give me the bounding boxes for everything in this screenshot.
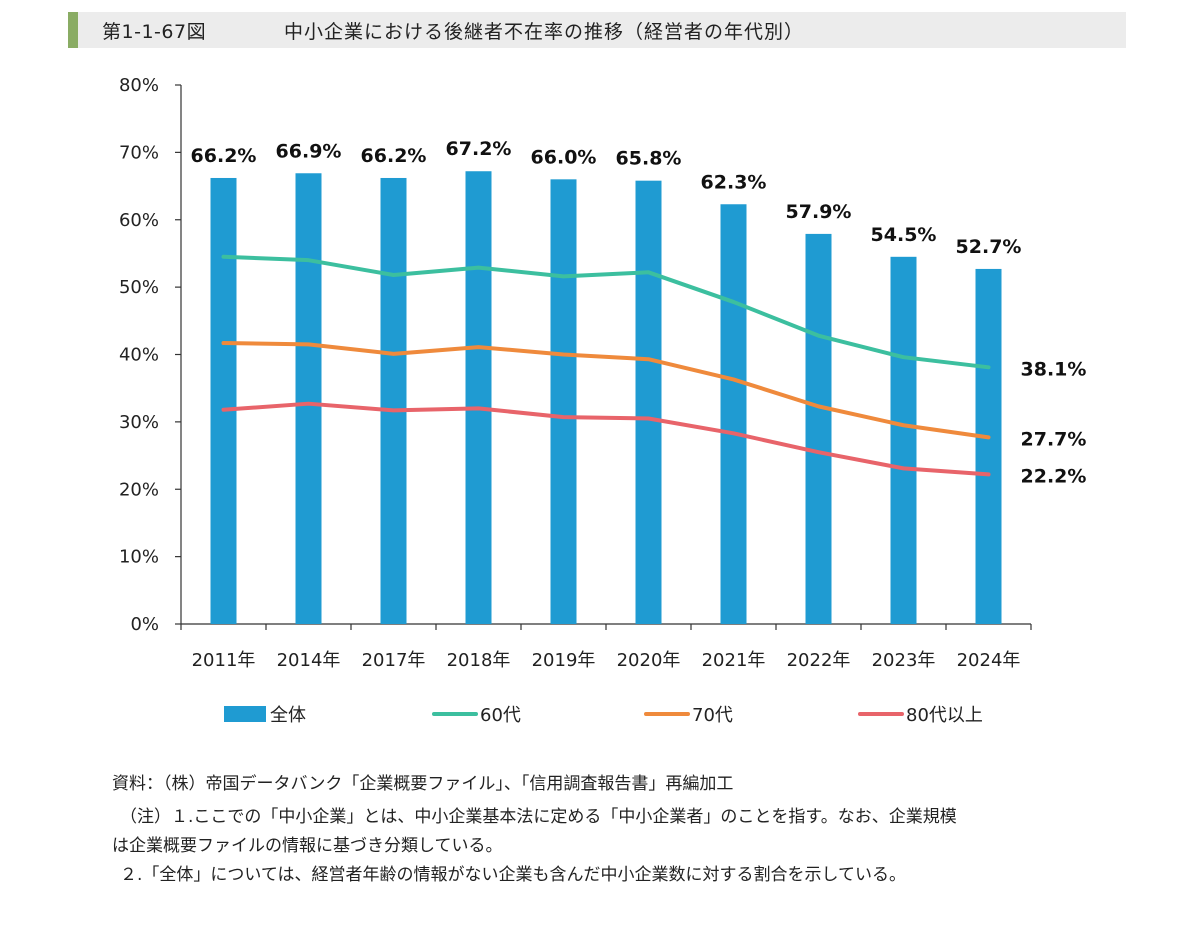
- bar-value-label: 57.9%: [786, 201, 852, 223]
- notes-section: 資料：（株）帝国データバンク「企業概要ファイル」、「信用調査報告書」再編加工 （…: [112, 770, 1112, 890]
- bar-value-label: 62.3%: [701, 171, 767, 193]
- bar-value-label: 66.2%: [361, 145, 427, 167]
- bar-2011年: [210, 177, 237, 625]
- y-tick-label: 50%: [119, 277, 159, 298]
- bar-2018年: [465, 171, 492, 625]
- x-category-label: 2024年: [957, 650, 1021, 671]
- x-category-label: 2023年: [872, 650, 936, 671]
- note-1-line-2: は企業概要ファイルの情報に基づき分類している。: [112, 836, 503, 856]
- note-1-line-1: （注）１.ここでの「中小企業」とは、中小企業基本法に定める「中小企業者」のことを…: [120, 807, 957, 827]
- bar-2014年: [295, 173, 322, 625]
- y-tick-label: 0%: [130, 614, 159, 635]
- bar-2020年: [635, 180, 662, 625]
- x-category-label: 2011年: [192, 650, 256, 671]
- bar-value-label: 66.9%: [276, 140, 342, 162]
- bar-value-label: 66.0%: [531, 146, 597, 168]
- y-tick-label: 40%: [119, 345, 159, 366]
- title-accent-stripe: [68, 12, 78, 48]
- figure-title-bar: 第1-1-67図 中小企業における後継者不在率の推移（経営者の年代別）: [68, 12, 1126, 48]
- x-category-label: 2019年: [532, 650, 596, 671]
- legend-label: 70代: [692, 705, 733, 726]
- y-tick-label: 60%: [119, 210, 159, 231]
- figure-number: 第1-1-67図: [102, 20, 207, 43]
- x-category-label: 2018年: [447, 650, 511, 671]
- bar-value-label: 66.2%: [191, 145, 257, 167]
- figure-title: 中小企業における後継者不在率の推移（経営者の年代別）: [284, 20, 805, 43]
- x-category-label: 2021年: [702, 650, 766, 671]
- chart-area: 0% 10% 20% 30% 40% 50% 60% 70% 80% 2011年 2014年 2017…: [119, 75, 1087, 726]
- x-category-label: 2014年: [277, 650, 341, 671]
- bar-2021年: [720, 204, 747, 624]
- legend-label: 全体: [270, 705, 306, 726]
- y-tick-label: 70%: [119, 142, 159, 163]
- y-tick-label: 20%: [119, 479, 159, 500]
- line-series-80代以上: [221, 401, 991, 477]
- legend-swatch-bar: [224, 706, 266, 722]
- bar-value-label: 52.7%: [956, 236, 1022, 258]
- bar-2022年: [805, 233, 832, 624]
- x-category-label: 2022年: [787, 650, 851, 671]
- line-end-label: 27.7%: [1021, 428, 1087, 450]
- note-2: ２.「全体」については、経営者年齢の情報がない企業も含んだ中小企業数に対する割合…: [120, 865, 907, 885]
- x-category-label: 2017年: [362, 650, 426, 671]
- line-end-label: 22.2%: [1021, 465, 1087, 487]
- bar-2024年: [975, 268, 1002, 624]
- source-note: 資料：（株）帝国データバンク「企業概要ファイル」、「信用調査報告書」再編加工: [112, 774, 734, 794]
- line-series-60代: [221, 254, 991, 370]
- legend-label: 60代: [480, 705, 521, 726]
- y-tick-label: 30%: [119, 412, 159, 433]
- bar-value-label: 54.5%: [871, 224, 937, 246]
- bar-2023年: [890, 256, 917, 624]
- bar-value-label: 67.2%: [446, 138, 512, 160]
- x-category-label: 2020年: [617, 650, 681, 671]
- line-series-70代: [221, 341, 991, 440]
- legend-label: 80代以上: [906, 705, 983, 726]
- bar-2019年: [550, 179, 577, 624]
- y-tick-label: 80%: [119, 75, 159, 96]
- bar-value-label: 65.8%: [616, 148, 682, 170]
- y-tick-label: 10%: [119, 547, 159, 568]
- line-end-label: 38.1%: [1021, 358, 1087, 380]
- bar-2017年: [380, 177, 407, 625]
